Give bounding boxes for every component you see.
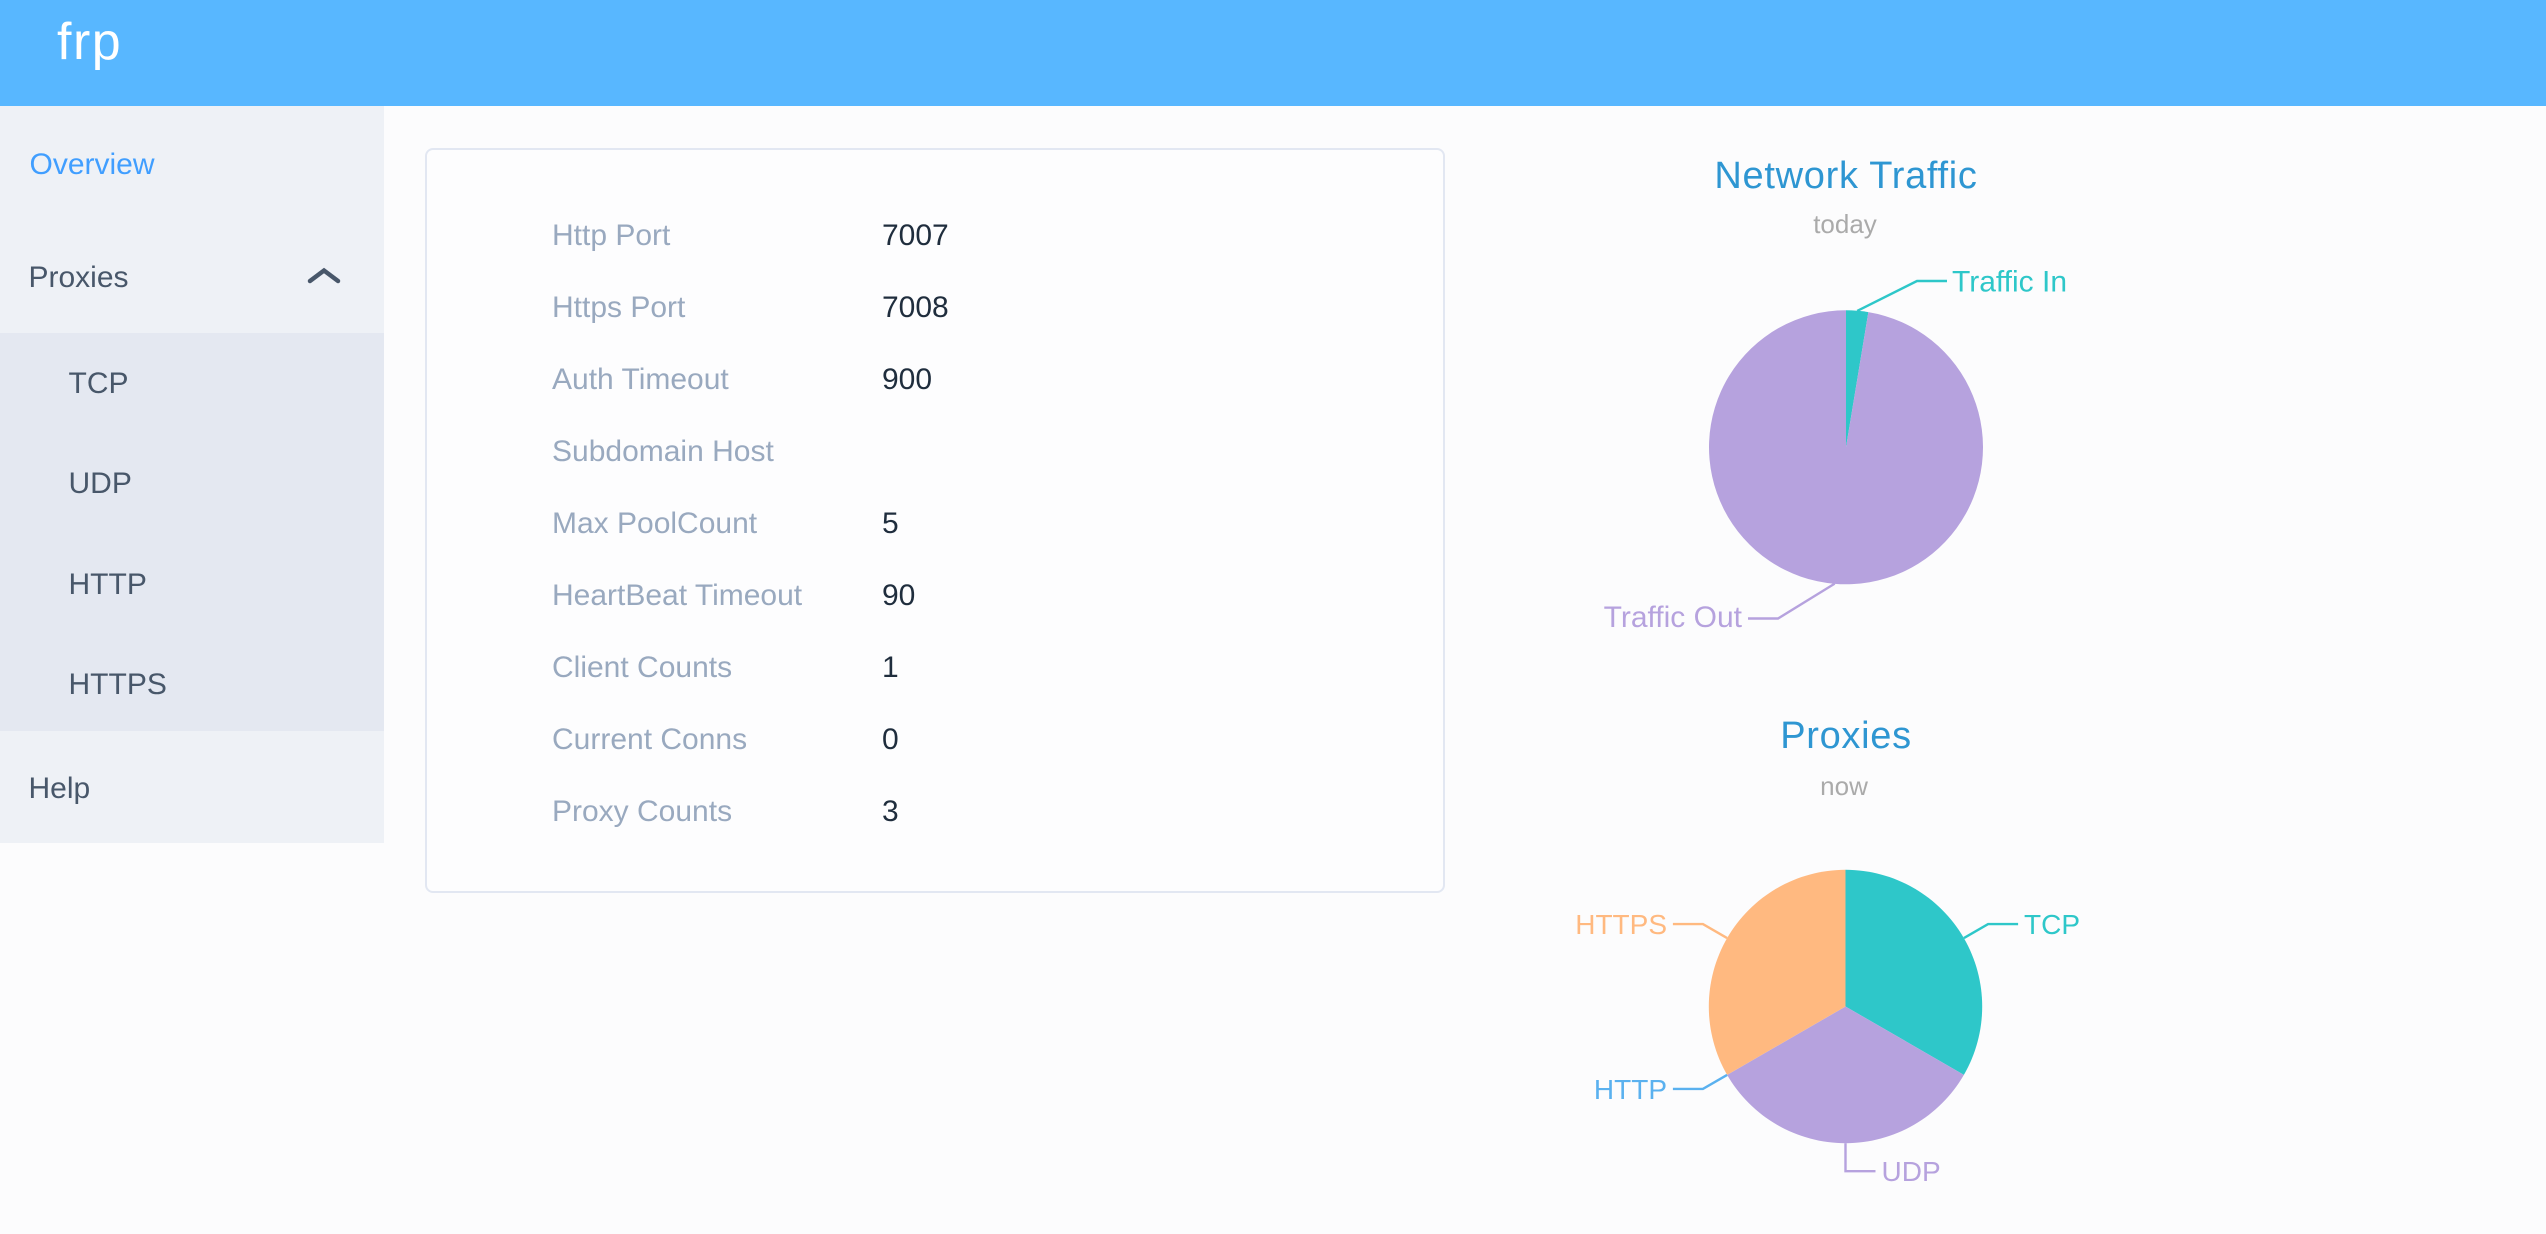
svg-text:Traffic Out: Traffic Out: [1604, 601, 1743, 634]
svg-text:HTTP: HTTP: [1594, 1074, 1667, 1105]
svg-text:Traffic In: Traffic In: [1952, 266, 2067, 299]
svg-text:UDP: UDP: [1882, 1156, 1941, 1187]
svg-text:HTTPS: HTTPS: [1575, 909, 1667, 940]
svg-text:TCP: TCP: [2024, 909, 2080, 940]
